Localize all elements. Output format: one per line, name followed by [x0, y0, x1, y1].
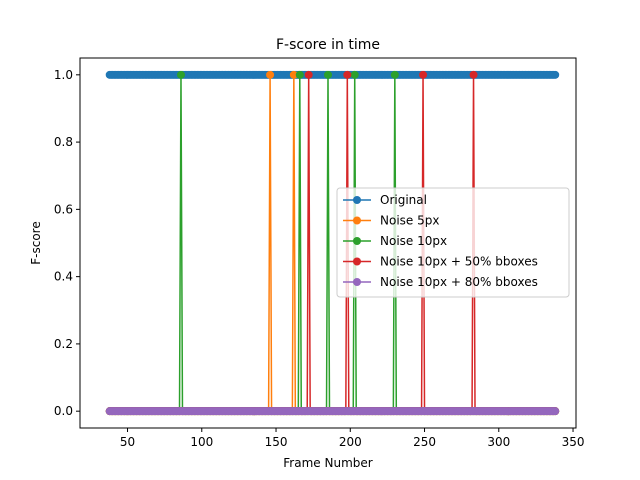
data-point: [295, 70, 304, 79]
y-tick-label: 0.8: [54, 135, 73, 149]
data-point: [390, 70, 399, 79]
x-tick-label: 50: [120, 435, 135, 449]
legend-marker: [353, 237, 361, 245]
data-point: [176, 70, 185, 79]
series-noise-10px-80-bboxes: [105, 407, 560, 416]
legend-label: Noise 10px + 50% bboxes: [380, 255, 538, 269]
data-point: [419, 70, 428, 79]
data-point: [289, 70, 298, 79]
x-axis: 50 100 150 200 250 300 350: [120, 428, 585, 449]
x-tick-label: 200: [339, 435, 362, 449]
data-point: [304, 70, 313, 79]
x-tick-label: 150: [265, 435, 288, 449]
legend-box: [336, 187, 570, 298]
x-axis-title: Frame Number: [283, 456, 372, 470]
data-point: [551, 407, 560, 416]
legend-label: Noise 10px + 80% bboxes: [380, 275, 538, 289]
data-point: [324, 70, 332, 79]
data-point: [266, 70, 275, 79]
y-axis-title: F-score: [29, 221, 43, 264]
legend-marker: [353, 257, 361, 266]
legend-label: Original: [380, 193, 427, 207]
x-tick-label: 250: [413, 435, 436, 449]
data-point: [343, 70, 352, 79]
series-original: [105, 70, 560, 79]
legend: Original Noise 5px Noise 10px Noise 10px + …: [336, 187, 570, 298]
plot-frame: [79, 57, 577, 429]
y-tick-label: 0.6: [54, 202, 73, 216]
y-axis: 0.0 0.2 0.4 0.6 0.8 1.0: [54, 68, 80, 418]
y-tick-label: 1.0: [54, 68, 73, 82]
x-tick-label: 300: [487, 435, 510, 449]
y-tick-label: 0.0: [54, 404, 73, 418]
x-tick-label: 350: [562, 435, 585, 449]
x-tick-label: 100: [190, 435, 213, 449]
y-tick-label: 0.4: [54, 270, 73, 284]
legend-marker: [353, 196, 361, 204]
y-tick-label: 0.2: [54, 337, 73, 351]
data-point: [350, 70, 359, 79]
legend-label: Noise 5px: [380, 214, 439, 228]
legend-marker: [353, 278, 361, 286]
plot-series: [105, 70, 560, 416]
chart-title: F-score in time: [276, 37, 380, 53]
data-point: [551, 70, 560, 79]
legend-label: Noise 10px: [380, 234, 447, 248]
legend-marker: [353, 216, 361, 225]
data-point: [469, 70, 478, 79]
